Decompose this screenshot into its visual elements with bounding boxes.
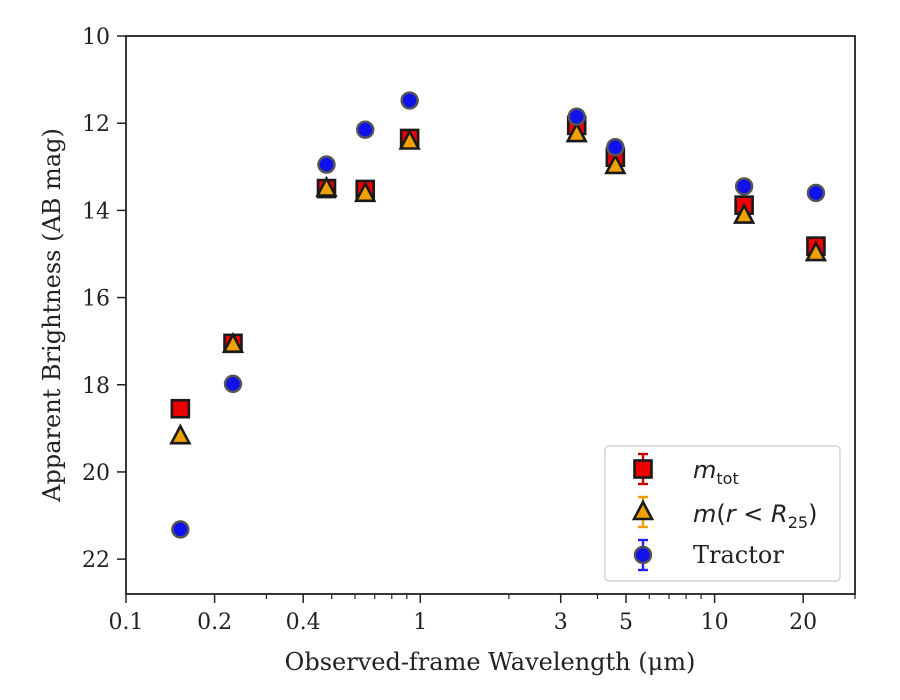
y-tick-label: 10 [82, 25, 110, 50]
triangle-marker [631, 499, 655, 521]
data-point-triangle [354, 181, 377, 203]
data-point-square [170, 398, 191, 419]
y-tick-label: 22 [82, 548, 110, 573]
circle-marker [223, 374, 243, 394]
legend-label-tractor: Tractor [693, 541, 784, 569]
legend-markers [631, 452, 655, 572]
x-tick-label: 3 [554, 610, 568, 635]
x-tick-label: 20 [789, 610, 817, 635]
triangle-marker [221, 331, 245, 353]
y-tick-label: 12 [82, 112, 110, 137]
square-marker [170, 398, 191, 419]
legend-symbol [633, 459, 653, 479]
triangle-marker [169, 423, 192, 445]
data-point-circle [171, 520, 190, 539]
y-tick-label: 20 [82, 461, 110, 486]
data-point-circle [734, 177, 754, 196]
x-tick-label: 10 [701, 610, 729, 635]
legend-marker-circle [633, 538, 653, 572]
circle-marker [171, 520, 190, 539]
data-point-triangle [169, 423, 192, 445]
triangle-marker [315, 175, 338, 197]
data-point-triangle [398, 128, 421, 150]
triangle-marker [565, 121, 588, 143]
legend-box [604, 445, 841, 582]
legend-marker-triangle [631, 495, 655, 529]
legend-symbol [631, 499, 655, 521]
y-axis-label: Apparent Brightness (AB mag) [38, 128, 66, 503]
circle-marker [633, 545, 653, 565]
data-markers [169, 91, 828, 539]
data-point-circle [806, 183, 826, 203]
triangle-marker [732, 202, 756, 224]
y-tick-label: 14 [82, 199, 110, 224]
data-point-triangle [732, 202, 756, 224]
x-tick-label: 0.1 [109, 610, 144, 635]
data-point-triangle [804, 240, 828, 262]
data-point-circle [567, 107, 586, 126]
triangle-marker [804, 240, 828, 262]
circle-marker [606, 137, 625, 157]
circle-marker [317, 155, 336, 174]
x-tick-label: 0.4 [286, 610, 321, 635]
x-axis: 0.1 0.2 0.4 1 3 5 10 20 [109, 594, 856, 635]
legend-label-m-r25: m(r < R25) [693, 500, 817, 532]
x-tick-label: 0.2 [197, 610, 232, 635]
circle-marker [400, 91, 419, 110]
x-tick-label: 5 [619, 610, 633, 635]
data-point-triangle [315, 175, 338, 197]
y-axis: 10 12 14 16 18 20 22 [82, 25, 126, 573]
triangle-marker [354, 181, 377, 203]
legend: mtot m(r < R25) Tractor [604, 445, 841, 582]
x-axis-label: Observed-frame Wavelength (μm) [285, 648, 696, 676]
triangle-marker [398, 128, 421, 150]
circle-marker [567, 107, 586, 126]
y-tick-label: 16 [82, 287, 110, 312]
data-point-triangle [604, 153, 627, 175]
legend-marker-square [633, 452, 653, 486]
plot-frame [125, 35, 856, 595]
data-point-circle [317, 155, 336, 174]
data-point-triangle [221, 331, 245, 353]
legend-label-mtot: mtot [693, 456, 739, 488]
square-marker [633, 459, 653, 479]
circle-marker [806, 183, 826, 203]
triangle-marker [604, 153, 627, 175]
circle-marker [356, 120, 375, 139]
circle-marker [734, 177, 754, 196]
x-tick-label: 1 [413, 610, 427, 635]
legend-symbol [633, 545, 653, 565]
data-point-circle [356, 120, 375, 139]
data-point-circle [400, 91, 419, 110]
y-tick-label: 18 [82, 374, 110, 399]
data-point-circle [606, 137, 625, 157]
data-point-circle [223, 374, 243, 394]
data-point-triangle [565, 121, 588, 143]
